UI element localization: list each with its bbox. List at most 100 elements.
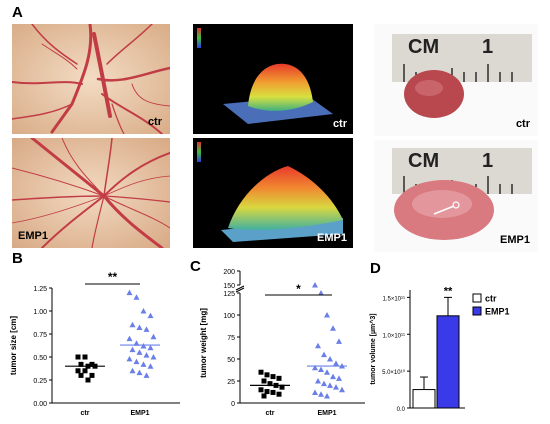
tag-cam-ctr: ctr [147,116,162,128]
point-emp1 [136,324,143,331]
point-emp1 [133,294,140,300]
x-tick-label: ctr [266,410,275,417]
tag-tumor-emp1: EMP1 [500,234,530,246]
ruler-emp1 [392,148,532,240]
y-tick-label: 1.5×10¹¹ [382,296,405,302]
ruler-one-label-ctr: 1 [482,36,494,58]
point-emp1 [312,389,318,395]
point-ctr [78,372,84,378]
y-tick-label: 0 [231,401,235,408]
point-emp1 [321,351,327,358]
cam-vessels-ctr [12,24,170,134]
point-emp1 [133,340,140,346]
panel-label-a: A [12,4,23,21]
ruler-ctr [392,34,532,118]
point-emp1 [333,384,339,390]
y-tick-label: 75 [227,335,235,342]
point-emp1 [330,325,336,331]
surface-plot-emp1 [197,142,343,242]
point-emp1 [333,360,339,366]
point-ctr [82,354,88,360]
cam-vessels-emp1 [12,138,170,248]
point-emp1 [129,346,136,353]
point-ctr [276,375,282,381]
point-emp1 [140,342,147,349]
point-emp1 [136,349,143,355]
x-tick-label: EMP1 [130,410,149,417]
y-tick-label: 5.0×10¹⁰ [382,369,406,376]
y-tick-label: 100 [223,313,235,320]
y-tick-label: 0.00 [33,401,47,408]
y-axis-label: tumor weight [mg] [199,308,208,378]
point-ctr [89,372,95,378]
y-tick-label: 1.25 [33,286,47,293]
x-tick-label: ctr [81,410,90,417]
point-emp1 [147,363,154,369]
point-ctr [264,372,270,378]
legend-swatch-emp1 [472,306,482,316]
point-emp1 [129,321,136,328]
point-emp1 [327,356,333,362]
panel-label-b: B [12,250,23,267]
ruler-cm-label-emp1: CM [408,150,440,172]
legend-label: EMP1 [485,307,510,317]
point-ctr [78,361,84,367]
legend-swatch-ctr [472,293,482,303]
point-emp1 [318,290,324,296]
panel-label-d: D [370,260,381,277]
cam-photo-emp1: EMP1 [12,138,170,248]
point-ctr [82,368,88,374]
heatmap-emp1: EMP1 [193,138,353,248]
point-ctr [261,378,267,384]
ruler-one-label-emp1: 1 [482,150,494,172]
y-tick-label: 0.0 [397,407,406,413]
axis-break-mark [235,287,245,293]
point-emp1 [330,373,336,380]
point-emp1 [143,326,150,332]
y-tick-label: 150 [223,283,235,290]
panel-label-c: C [190,258,201,275]
tumor-photo-ctr: CM 1 ctr [374,24,538,136]
point-ctr [279,384,285,390]
tumor-photo-emp1: CM 1 EMP1 [374,140,538,252]
point-emp1 [140,308,147,314]
point-emp1 [143,372,150,378]
x-tick-label: EMP1 [317,410,336,417]
point-emp1 [318,391,324,397]
point-ctr [267,381,273,387]
point-ctr [264,389,270,395]
ruler-cm-label-ctr: CM [408,36,440,58]
point-emp1 [129,367,136,374]
y-tick-label: 200 [223,269,235,276]
y-tick-label: 1.00 [33,309,47,316]
tag-heatmap-emp1: EMP1 [317,232,347,244]
point-emp1 [126,355,133,362]
point-emp1 [324,392,330,399]
y-tick-label: 0.25 [33,378,47,385]
point-ctr [270,389,276,395]
significance-label: ** [108,270,118,284]
y-axis-label: tumor size [cm] [9,316,18,375]
point-ctr [258,387,264,393]
point-emp1 [312,364,318,371]
point-ctr [89,361,95,367]
point-emp1 [327,382,333,388]
y-tick-label: 1.0×10¹¹ [382,333,405,339]
tag-heatmap-ctr: ctr [332,118,347,130]
point-emp1 [126,335,133,342]
y-tick-label: 50 [227,357,235,364]
chart-tumor-volume: 0.0 5.0×10¹⁰ 1.0×10¹¹ 1.5×10¹¹ tumor volume … [369,285,510,413]
y-tick-label: 0.75 [33,332,47,339]
surface-plot-ctr [197,28,333,124]
legend-label: ctr [485,294,497,304]
point-emp1 [324,369,330,375]
point-emp1 [324,312,330,318]
point-emp1 [339,386,345,393]
y-tick-label: 0.50 [33,355,47,362]
tag-tumor-ctr: ctr [515,118,530,130]
point-ctr [276,391,282,397]
bar-emp1 [436,315,460,409]
chart-tumor-size: 0.00 0.25 0.50 0.75 1.00 1.25 tumor size [cm] c… [9,270,180,417]
significance-label: ** [444,285,453,297]
